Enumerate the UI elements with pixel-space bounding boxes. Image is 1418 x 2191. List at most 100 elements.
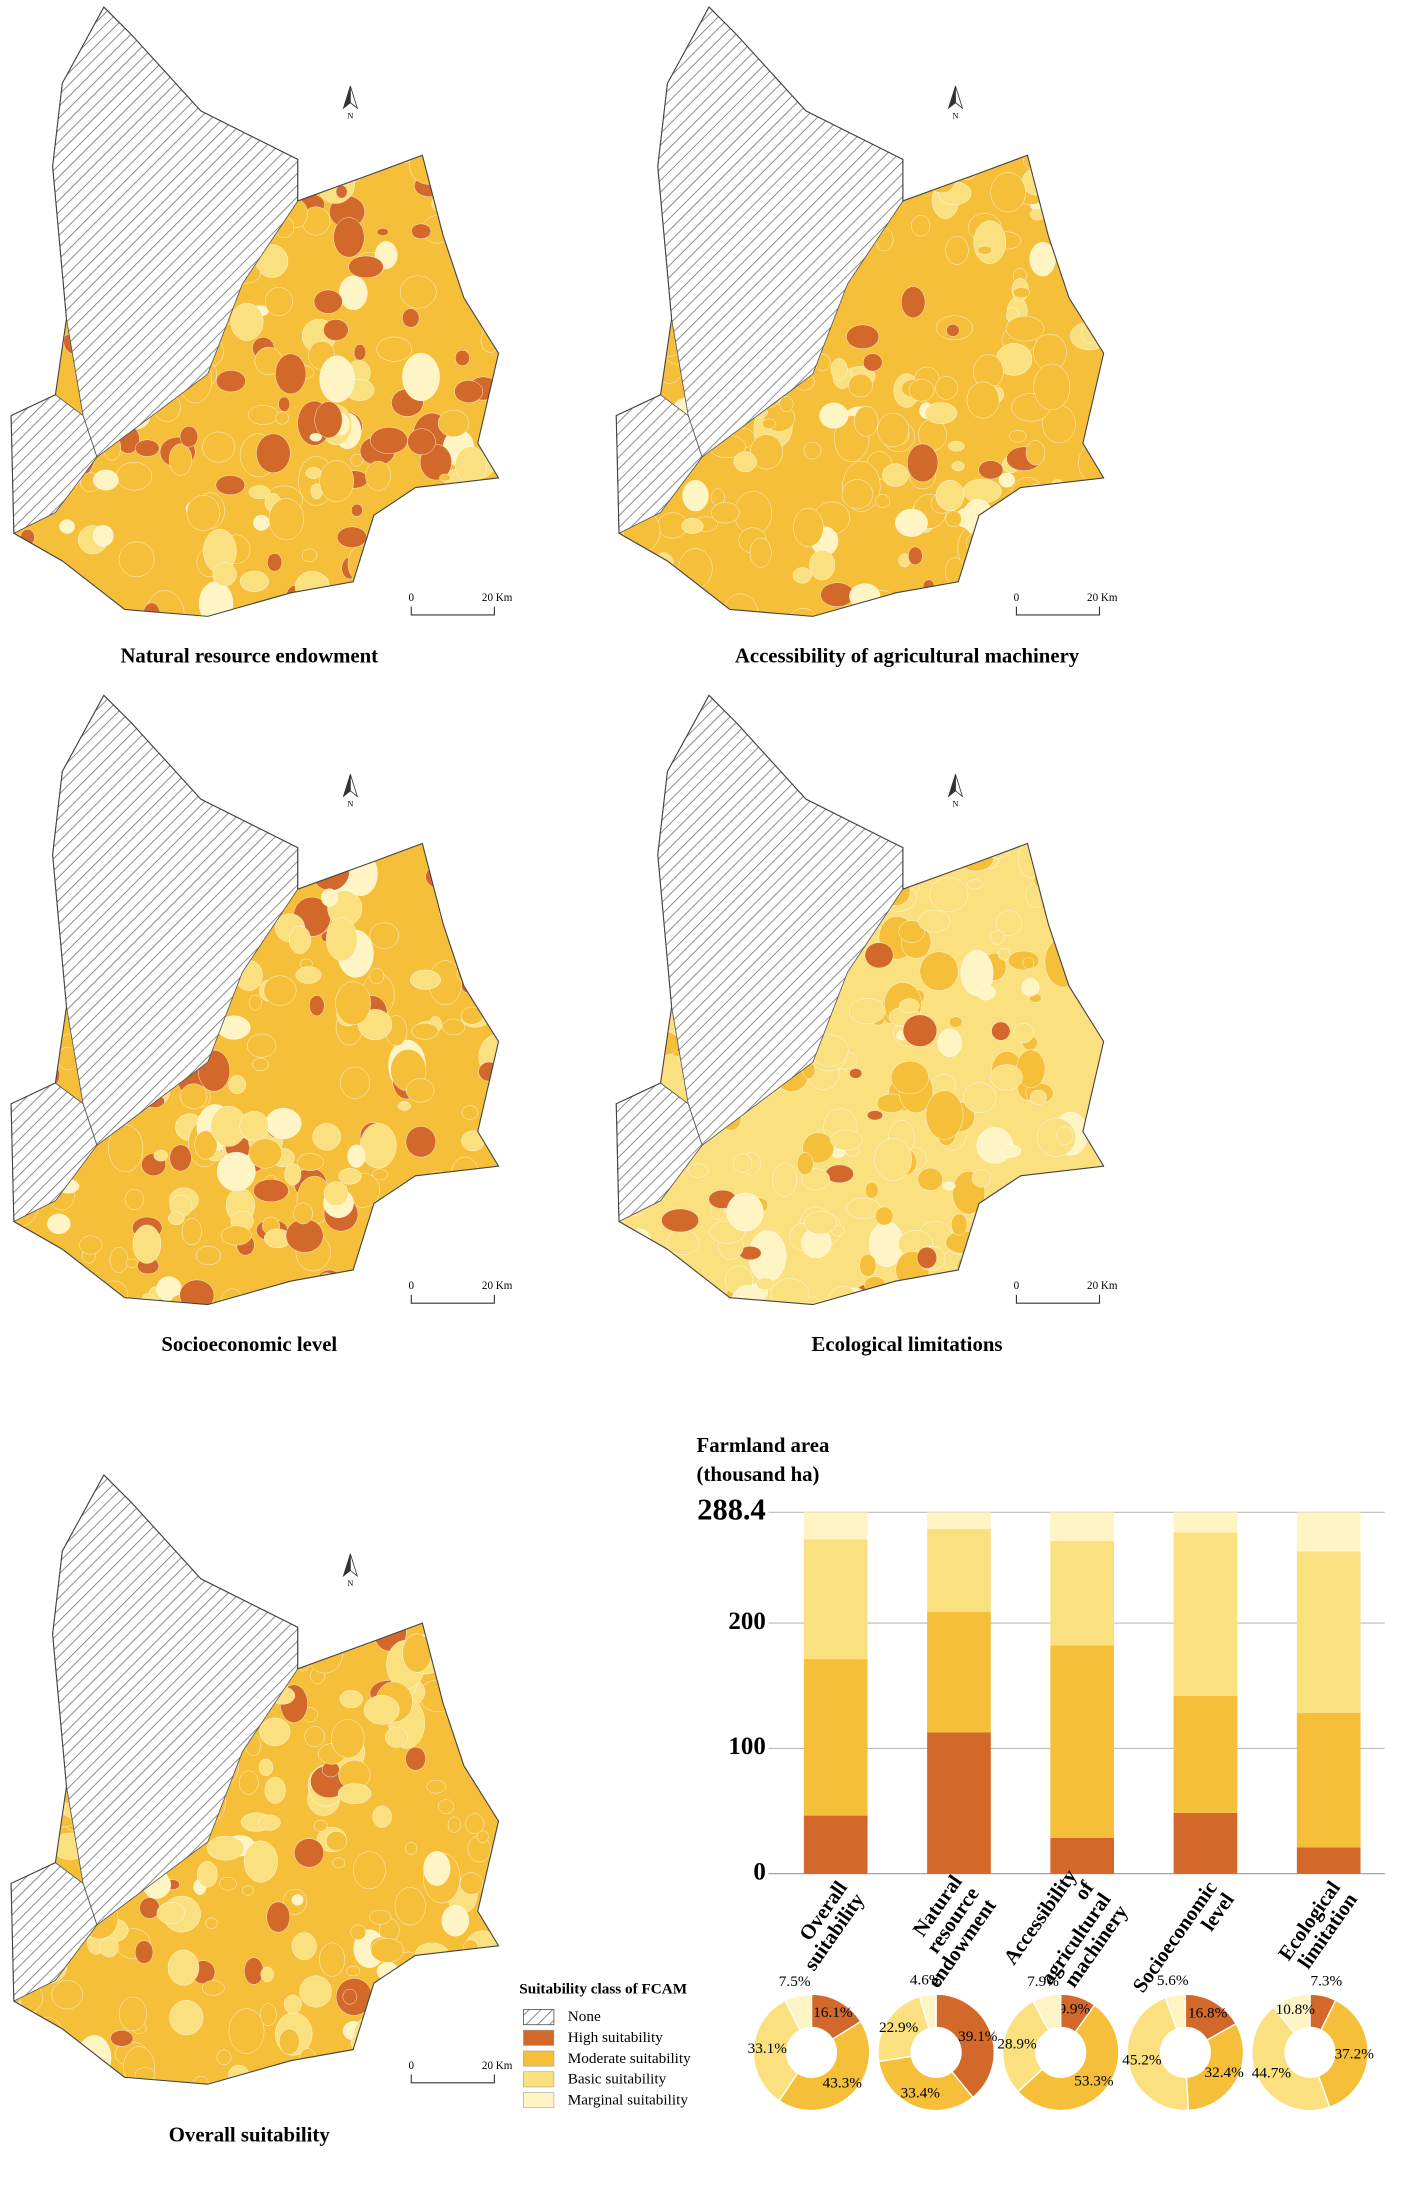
donut-slice [1164, 1993, 1187, 2030]
map-patch [265, 1596, 287, 1610]
map-patch [181, 1218, 202, 1246]
bar-segment [1173, 1512, 1238, 1533]
map-patch [1058, 1259, 1076, 1276]
map-patch [11, 611, 29, 617]
bar-segment [1173, 1532, 1238, 1696]
map-patch [13, 1008, 40, 1032]
legend-label: High suitability [568, 2029, 664, 2046]
map-patch [1068, 520, 1100, 555]
map-patch [978, 460, 1004, 480]
map-patch [925, 1090, 964, 1140]
map-patch [116, 462, 153, 491]
donut-label: 16.1% [813, 2004, 853, 2021]
map-patch [912, 798, 950, 840]
map-patch [447, 784, 469, 808]
map-patch [400, 2050, 432, 2085]
scale-label: 20 Km [1087, 1280, 1118, 1292]
map-patch [110, 2030, 134, 2047]
legend-swatch [523, 2050, 555, 2067]
map-patch [438, 888, 473, 930]
donut-slice [877, 2055, 974, 2112]
map-patch [450, 538, 489, 568]
scale-label: 0 [1014, 1280, 1020, 1292]
map-patch [1065, 893, 1080, 913]
map-patch [208, 1536, 247, 1584]
map-patch [431, 1991, 455, 2021]
map-patch [616, 364, 633, 392]
map-patch [461, 1130, 485, 1152]
map-patch [290, 798, 328, 824]
map-patch [616, 227, 632, 252]
map-patch [179, 1279, 215, 1305]
map-patch [616, 582, 639, 617]
bar-segment [1296, 1551, 1361, 1713]
map-patch [826, 1285, 860, 1305]
map-patch [948, 1016, 963, 1028]
map-patch [459, 786, 491, 813]
map-outline [10, 1474, 500, 2085]
scale-label: 20 Km [1087, 592, 1118, 604]
map-patch [445, 813, 464, 834]
map-patch [350, 2033, 373, 2052]
map-patch [135, 439, 160, 457]
map-patch [259, 2003, 277, 2026]
map-patch [966, 532, 988, 553]
map-patch [305, 467, 322, 479]
map-patch [661, 1208, 699, 1233]
north-arrow [955, 85, 964, 110]
map-patch [292, 1607, 309, 1621]
map-patch [429, 786, 459, 806]
map-patch [26, 219, 52, 238]
map-patch [294, 1838, 325, 1868]
map-patch [460, 106, 479, 124]
map-patch [424, 514, 442, 531]
map-patch [309, 995, 325, 1017]
map-patch [391, 599, 420, 617]
map-patch [1005, 315, 1045, 342]
map-patch [616, 174, 634, 191]
map-patch [991, 1021, 1011, 1041]
map-patch [898, 920, 925, 943]
donut-label: 28.9% [997, 2036, 1037, 2053]
map-patch [395, 765, 435, 799]
map-patch [239, 1110, 269, 1141]
map-patch [327, 2064, 360, 2085]
map-patch [1009, 430, 1027, 443]
map-patch [789, 608, 817, 617]
map-patch [864, 942, 894, 969]
map-patch [257, 1598, 269, 1606]
map-patch [467, 593, 481, 605]
map-patch [792, 567, 812, 584]
map-patch [461, 174, 496, 219]
donut-label: 44.7% [1252, 2065, 1292, 2082]
map-patch [329, 606, 347, 617]
map-patch [1029, 242, 1056, 277]
map-patch [465, 541, 499, 583]
map-patch [20, 529, 35, 546]
map-patch [958, 804, 997, 835]
map-patch [11, 77, 28, 96]
map-patch [228, 1075, 246, 1094]
north-arrow [947, 774, 956, 798]
map-patch [331, 1719, 365, 1759]
map-patch [389, 1225, 428, 1262]
map-patch [977, 245, 993, 255]
map-patch [841, 479, 874, 510]
map-patch [436, 576, 462, 611]
map-patch [385, 116, 423, 163]
map-patch [384, 1727, 409, 1748]
map-patch [118, 541, 155, 578]
north-label: N [952, 111, 958, 120]
map-patch [299, 1975, 332, 2008]
map-patch [796, 1152, 814, 1176]
map-patch [984, 1268, 1009, 1290]
map-patch [976, 984, 996, 1001]
donut-label: 5.6% [1157, 1972, 1189, 1989]
map-patch [1083, 124, 1096, 139]
map: N 0 20 Km Accessibility of agricultural mac… [615, 6, 1118, 668]
map-patch [1031, 1283, 1046, 1294]
map-patch [300, 76, 321, 97]
map-patch [868, 769, 906, 809]
map-patch [634, 783, 654, 809]
map-patch [338, 594, 374, 617]
